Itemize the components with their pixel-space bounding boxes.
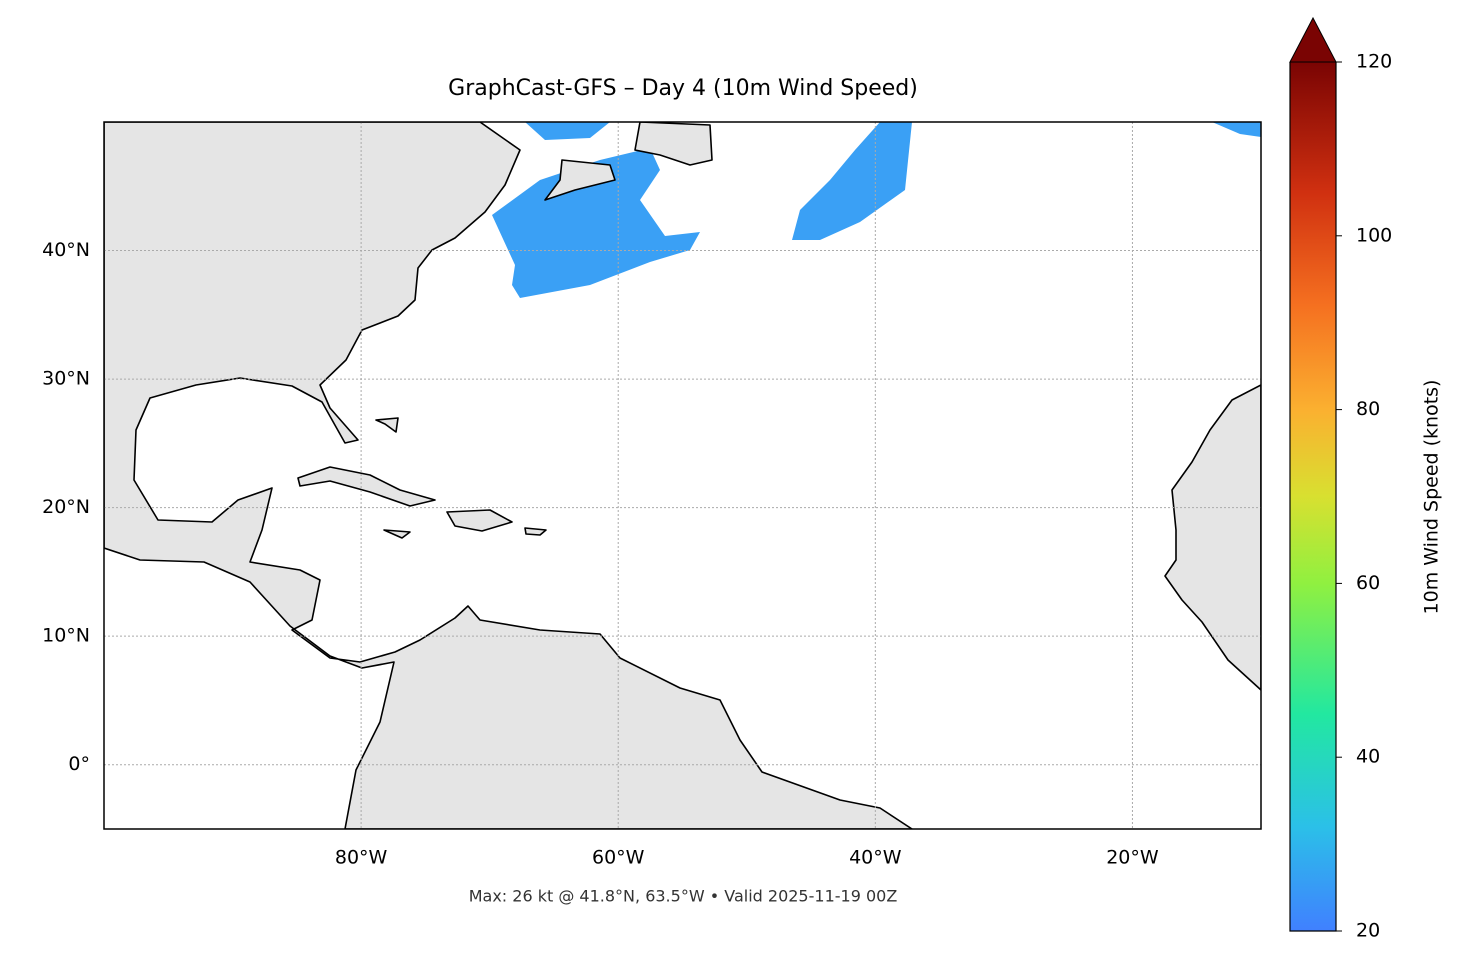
y-tick-label: 0° xyxy=(68,753,90,775)
colorbar-tick-label: 40 xyxy=(1356,746,1380,768)
land xyxy=(297,466,436,507)
annotation: Max: 26 kt @ 41.8°N, 63.5°W • Valid 2025… xyxy=(469,887,898,906)
y-tick-label: 20°N xyxy=(42,496,90,518)
map-frame xyxy=(103,121,1262,830)
land xyxy=(446,509,513,532)
wind-area xyxy=(1212,122,1261,137)
land xyxy=(1164,384,1261,691)
y-tick-label: 30°N xyxy=(42,368,90,390)
chart-title: GraphCast-GFS – Day 4 (10m Wind Speed) xyxy=(448,76,918,101)
colorbar-tick-label: 100 xyxy=(1356,224,1392,246)
colorbar-tick-label: 120 xyxy=(1356,51,1392,73)
colorbar-outline xyxy=(1289,62,1337,932)
land xyxy=(375,417,399,433)
land xyxy=(383,529,411,539)
y-tick-label: 10°N xyxy=(42,625,90,647)
wind-area xyxy=(525,122,610,140)
land xyxy=(524,527,547,536)
land xyxy=(104,122,913,829)
wind-area xyxy=(792,122,912,240)
x-tick-label: 60°W xyxy=(592,847,645,869)
colorbar-extend xyxy=(1289,16,1337,63)
colorbar-label: 10m Wind Speed (knots) xyxy=(1421,380,1443,615)
wind-area xyxy=(492,148,700,298)
land xyxy=(634,122,713,166)
map xyxy=(104,122,1261,829)
colorbar-tick-label: 80 xyxy=(1356,398,1380,420)
colorbar-tick-label: 60 xyxy=(1356,572,1380,594)
x-tick-label: 80°W xyxy=(335,847,388,869)
colorbar-tick-label: 20 xyxy=(1356,920,1380,942)
land xyxy=(544,159,616,201)
x-tick-label: 40°W xyxy=(849,847,902,869)
x-tick-label: 20°W xyxy=(1106,847,1159,869)
colorbar xyxy=(1290,62,1336,931)
y-tick-label: 40°N xyxy=(42,239,90,261)
